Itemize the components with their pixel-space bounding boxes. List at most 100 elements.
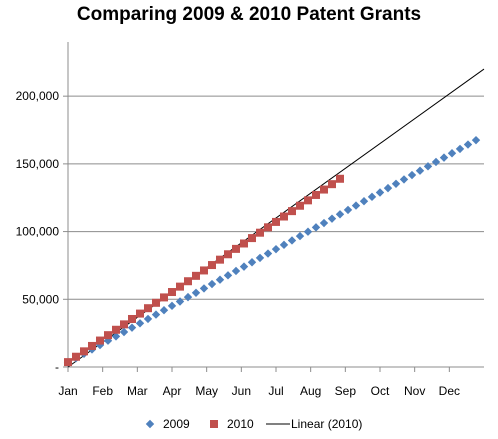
data-point-2010: [152, 298, 160, 307]
data-point-2009: [119, 327, 129, 337]
data-point-2010: [320, 185, 328, 194]
data-point-2010: [112, 325, 120, 334]
data-point-2009: [239, 262, 249, 271]
data-point-2009: [167, 301, 177, 311]
series-2010-group: [64, 174, 344, 367]
data-point-2010: [296, 201, 304, 210]
data-point-2010: [72, 352, 80, 361]
data-point-2009: [151, 310, 161, 319]
x-tick-label: May: [195, 384, 218, 398]
x-tick-label: Aug: [300, 384, 321, 398]
data-point-2009: [263, 249, 273, 258]
data-point-2009: [207, 279, 217, 289]
legend-label-2010: 2010: [227, 417, 254, 431]
data-point-2009: [279, 240, 289, 250]
data-point-2009: [407, 170, 417, 180]
x-tick-label: Apr: [163, 384, 182, 398]
data-point-2009: [199, 284, 209, 293]
data-point-2010: [80, 347, 88, 356]
data-point-2009: [447, 149, 457, 158]
data-point-2009: [391, 179, 401, 188]
data-point-2010: [96, 336, 104, 345]
data-point-2009: [351, 201, 361, 210]
data-point-2010: [280, 212, 288, 221]
data-point-2009: [127, 323, 137, 332]
data-point-2010: [312, 190, 320, 199]
data-point-2010: [336, 174, 344, 183]
data-point-2009: [215, 275, 225, 284]
data-point-2009: [135, 319, 145, 328]
data-point-2009: [367, 192, 377, 202]
legend-marker-2010: [210, 420, 218, 428]
legend-marker-2009: [145, 419, 155, 429]
legend-label-2009: 2009: [163, 417, 190, 431]
data-point-2010: [120, 320, 128, 329]
x-tick-label: Sep: [335, 384, 357, 398]
x-tick-label: Feb: [92, 384, 113, 398]
data-point-2009: [335, 210, 345, 219]
data-point-2009: [439, 153, 449, 162]
data-point-2010: [144, 304, 152, 313]
data-point-2009: [319, 218, 329, 228]
x-tick-label: Jul: [268, 384, 283, 398]
x-tick-label: Dec: [439, 384, 460, 398]
data-point-2010: [256, 228, 264, 237]
data-point-2010: [136, 309, 144, 318]
data-point-2010: [240, 239, 248, 248]
chart-title: Comparing 2009 & 2010 Patent Grants: [76, 4, 422, 25]
data-point-2010: [88, 341, 96, 350]
data-point-2009: [175, 297, 185, 306]
data-point-2010: [272, 217, 280, 226]
series-2009-group: [63, 135, 481, 367]
data-point-2009: [423, 162, 433, 171]
data-point-2010: [176, 282, 184, 291]
data-point-2009: [399, 175, 409, 184]
data-point-2009: [463, 140, 473, 149]
x-tick-label: Mar: [127, 384, 148, 398]
gridlines: [68, 95, 484, 300]
data-point-2009: [111, 332, 121, 341]
legend: 2009 2010 Linear (2010): [145, 417, 362, 431]
legend-label-trendline: Linear (2010): [291, 417, 362, 431]
data-point-2010: [248, 234, 256, 243]
y-tick-label: 100,000: [16, 225, 60, 239]
data-point-2009: [383, 183, 393, 193]
data-point-2009: [431, 157, 441, 167]
data-point-2009: [191, 288, 201, 297]
y-tick-labels: - 50,000 100,000 150,000 200,000: [16, 89, 60, 374]
data-point-2009: [231, 266, 241, 276]
data-point-2009: [143, 314, 153, 324]
x-tick-label: Nov: [404, 384, 425, 398]
data-point-2010: [160, 293, 168, 302]
data-point-2010: [208, 261, 216, 270]
data-point-2009: [375, 188, 385, 197]
axes: [63, 42, 484, 372]
x-tick-label: Jun: [232, 384, 251, 398]
data-point-2010: [168, 288, 176, 297]
data-point-2009: [455, 144, 465, 154]
data-point-2009: [471, 135, 481, 145]
data-point-2009: [271, 244, 281, 254]
data-point-2009: [295, 231, 305, 241]
data-point-2010: [104, 331, 112, 340]
y-tick-label: 50,000: [22, 292, 59, 306]
data-point-2010: [216, 255, 224, 264]
data-point-2009: [327, 214, 337, 223]
x-tick-labels: Jan Feb Mar Apr May Jun Jul Aug Sep Oct Nov Dec: [58, 384, 460, 398]
y-tick-label: 150,000: [16, 157, 60, 171]
y-tick-label: -: [55, 360, 59, 374]
data-point-2009: [303, 227, 313, 236]
data-point-2009: [255, 253, 265, 263]
data-point-2009: [415, 166, 425, 175]
data-point-2010: [192, 271, 200, 280]
x-tick-label: Oct: [371, 384, 390, 398]
data-point-2009: [287, 236, 297, 245]
data-point-2009: [183, 292, 193, 302]
data-point-2009: [223, 271, 233, 280]
data-point-2010: [200, 266, 208, 275]
data-point-2010: [264, 223, 272, 232]
data-point-2010: [224, 250, 232, 259]
y-tick-label: 200,000: [16, 89, 60, 103]
data-point-2010: [304, 196, 312, 205]
